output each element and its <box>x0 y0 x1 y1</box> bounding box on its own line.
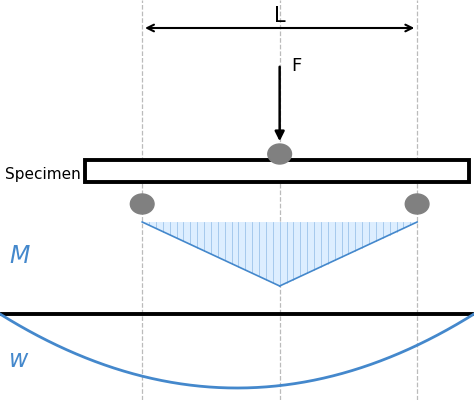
Text: M: M <box>9 244 30 268</box>
Text: w: w <box>9 348 29 372</box>
Bar <box>85 160 469 182</box>
Circle shape <box>268 144 292 164</box>
Circle shape <box>405 194 429 214</box>
Polygon shape <box>142 222 417 286</box>
Text: Specimen: Specimen <box>5 166 81 182</box>
Text: L: L <box>274 6 285 26</box>
Circle shape <box>130 194 154 214</box>
Text: F: F <box>292 57 302 75</box>
